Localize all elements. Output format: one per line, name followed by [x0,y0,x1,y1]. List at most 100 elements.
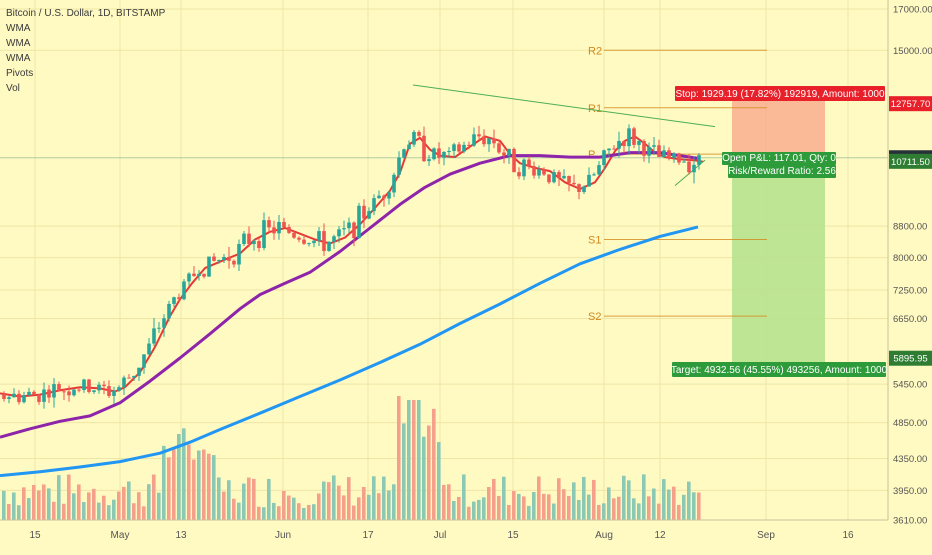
y-tick-label: 7250.00 [893,286,927,297]
volume-bar [182,428,186,520]
y-tick-label: 8800.00 [893,222,927,233]
y-tick-label: 5450.00 [893,380,927,391]
candle-body [147,343,151,355]
volume-bar [622,475,626,520]
x-tick-label: Jul [434,530,447,541]
price-axis[interactable]: 17000.00 15000.00 8800.00 8000.00 7250.00 665… [887,0,932,527]
volume-bar [412,400,416,520]
volume-bar [167,457,171,520]
volume-bar [222,491,226,520]
price-label[interactable]: 10711.50 [889,153,932,169]
position-zones [0,93,888,363]
volume-bar [17,505,21,520]
candle-body [7,397,11,399]
volume-bar [487,487,491,520]
volume-bar [367,494,371,520]
volume-bar [492,478,496,520]
y-tick-label: 6650.00 [893,314,927,325]
time-axis[interactable]: 15 May 13 Jun 17 Jul 15 Aug 12 Sep 16 [0,519,888,541]
volume-bar [137,492,141,520]
volume-bar [77,484,81,520]
candle-body [87,379,91,392]
volume-bar [172,449,176,520]
candle-body [607,148,611,151]
volume-bar [347,477,351,520]
volume-bars [2,395,701,520]
volume-bar [592,479,596,520]
volume-bar [587,494,591,520]
target-label[interactable]: Target: 4932.56 (45.55%) 493256, Amount:… [671,362,888,377]
stop-zone[interactable] [732,93,825,158]
trendline-resistance[interactable] [412,84,716,128]
candle-body [17,393,21,403]
candle-body [372,198,376,212]
volume-bar [562,489,566,520]
candle-body [227,256,231,261]
candle-body [567,175,571,183]
volume-bar [352,505,356,520]
indicator-wma-3[interactable]: WMA [6,53,31,64]
risk-reward-label[interactable]: Risk/Reward Ratio: 2.56 [728,165,836,178]
volume-bar [87,492,91,520]
volume-bar [697,492,701,520]
candle-body [192,273,196,277]
candle-body [107,386,111,396]
price-label[interactable]: 5895.95 [889,350,932,366]
volume-bar [497,495,501,520]
candle-body [267,220,271,228]
series-line [0,151,701,439]
volume-bar [607,487,611,520]
candle-body [357,205,361,239]
candle-body [527,159,531,167]
volume-bar [187,444,191,520]
stop-label-text: Stop: 1929.19 (17.82%) 192919, Amount: 1… [675,89,884,100]
volume-bar [57,475,61,520]
candle-body [677,153,681,163]
candle-body [612,148,616,150]
volume-bar [327,482,331,520]
y-tick-label: 8000.00 [893,253,927,264]
candle-body [132,375,136,378]
candle-body [522,159,526,177]
candle-body [512,148,516,173]
volume-bar [542,493,546,520]
candle-body [212,256,216,261]
volume-bar [637,503,641,520]
volume-bar [422,436,426,520]
volume-bar [192,459,196,520]
volume-bar [557,478,561,520]
indicator-pivots[interactable]: Pivots [6,68,34,79]
x-tick-label: 12 [654,530,666,541]
candle-body [122,377,126,388]
candle-body [492,138,496,144]
candle-body [62,391,66,393]
stop-label[interactable]: Stop: 1929.19 (17.82%) 192919, Amount: 1… [675,86,885,101]
indicator-wma-2[interactable]: WMA [6,38,31,49]
target-zone[interactable] [732,157,825,363]
volume-bar [52,501,56,520]
volume-bar [157,492,161,520]
candle-body [472,134,476,146]
open-pl-label[interactable]: Open P&L: 117.01, Qty: 0 [722,152,836,165]
price-label[interactable]: 12757.70 [889,96,932,112]
volume-bar [362,486,366,520]
indicator-volume[interactable]: Vol [6,83,20,94]
x-tick-label: Jun [275,530,291,541]
candle-body [342,228,346,230]
candle-body [92,390,96,392]
volume-bar [212,455,216,520]
candle-body [102,384,106,387]
candle-body [337,229,341,237]
candle-body [632,128,636,145]
candle-body [172,297,176,304]
volume-bar [662,479,666,520]
indicator-wma-1[interactable]: WMA [6,23,31,34]
x-tick-label: 17 [362,530,374,541]
candle-body [277,221,281,234]
candle-body [307,243,311,245]
candle-body [362,205,366,219]
candle-body [412,131,416,145]
candle-body [602,150,606,166]
